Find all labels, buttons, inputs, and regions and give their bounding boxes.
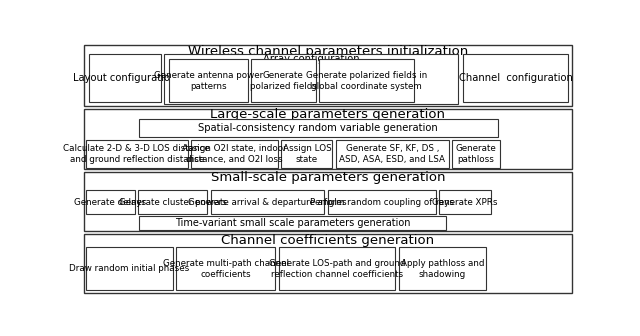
Text: Generate cluster powers: Generate cluster powers <box>119 198 227 207</box>
FancyBboxPatch shape <box>328 191 436 214</box>
Text: Generate multi-path channel
coefficients: Generate multi-path channel coefficients <box>163 259 289 279</box>
Text: Time-variant small scale parameters generation: Time-variant small scale parameters gene… <box>175 218 410 228</box>
FancyBboxPatch shape <box>84 172 572 231</box>
FancyBboxPatch shape <box>138 216 446 230</box>
Text: Draw random initial phases: Draw random initial phases <box>69 264 189 273</box>
FancyBboxPatch shape <box>89 54 161 102</box>
FancyBboxPatch shape <box>164 54 458 104</box>
FancyBboxPatch shape <box>463 54 568 102</box>
Text: Generate SF, KF, DS ,
ASD, ASA, ESD, and LSA: Generate SF, KF, DS , ASD, ASA, ESD, and… <box>339 144 445 164</box>
Text: Generate arrival & departure angles: Generate arrival & departure angles <box>188 198 347 207</box>
Text: Spatial-consistency random variable generation: Spatial-consistency random variable gene… <box>198 123 438 133</box>
FancyBboxPatch shape <box>138 191 207 214</box>
Text: Assign LOS
state: Assign LOS state <box>282 144 332 164</box>
Text: Calculate 2-D & 3-D LOS distance
and ground reflection distance: Calculate 2-D & 3-D LOS distance and gro… <box>63 144 210 164</box>
Text: Apply pathloss and
shadowing: Apply pathloss and shadowing <box>401 259 484 279</box>
FancyBboxPatch shape <box>176 247 275 290</box>
FancyBboxPatch shape <box>282 140 332 168</box>
FancyBboxPatch shape <box>279 247 396 290</box>
Text: Perform random coupling of rays: Perform random coupling of rays <box>310 198 454 207</box>
FancyBboxPatch shape <box>169 59 248 102</box>
Text: Generate delays: Generate delays <box>74 198 147 207</box>
Text: Channel  configuration: Channel configuration <box>458 73 572 83</box>
Text: Assign O2I state, indoor
distance, and O2I loss: Assign O2I state, indoor distance, and O… <box>182 144 287 164</box>
Text: Small-scale parameters generation: Small-scale parameters generation <box>211 171 445 184</box>
FancyBboxPatch shape <box>452 140 500 168</box>
FancyBboxPatch shape <box>211 191 324 214</box>
FancyBboxPatch shape <box>319 59 414 102</box>
FancyBboxPatch shape <box>86 191 134 214</box>
FancyBboxPatch shape <box>399 247 486 290</box>
Text: Large-scale parameters generation: Large-scale parameters generation <box>211 108 445 121</box>
Text: Generate LOS-path and ground
reflection channel coefficients: Generate LOS-path and ground reflection … <box>269 259 405 279</box>
FancyBboxPatch shape <box>86 140 188 168</box>
FancyBboxPatch shape <box>86 247 173 290</box>
Text: Wireless channel parameters initialization: Wireless channel parameters initializati… <box>188 45 468 58</box>
FancyBboxPatch shape <box>84 235 572 293</box>
FancyBboxPatch shape <box>84 45 572 106</box>
Text: Generate XPRs: Generate XPRs <box>433 198 498 207</box>
FancyBboxPatch shape <box>84 109 572 169</box>
Text: Array configuration: Array configuration <box>263 54 360 64</box>
FancyBboxPatch shape <box>191 140 278 168</box>
FancyBboxPatch shape <box>138 119 498 136</box>
FancyBboxPatch shape <box>439 191 491 214</box>
Text: Generate
pathloss: Generate pathloss <box>456 144 497 164</box>
Text: Channel coefficients generation: Channel coefficients generation <box>221 234 435 247</box>
Text: Generate
polarized fields: Generate polarized fields <box>250 71 317 91</box>
Text: Generate antenna power
patterns: Generate antenna power patterns <box>154 71 263 91</box>
FancyBboxPatch shape <box>251 59 316 102</box>
Text: Generate polarized fields in
global coordinate system: Generate polarized fields in global coor… <box>306 71 428 91</box>
FancyBboxPatch shape <box>336 140 449 168</box>
Text: Layout configuration: Layout configuration <box>73 73 177 83</box>
